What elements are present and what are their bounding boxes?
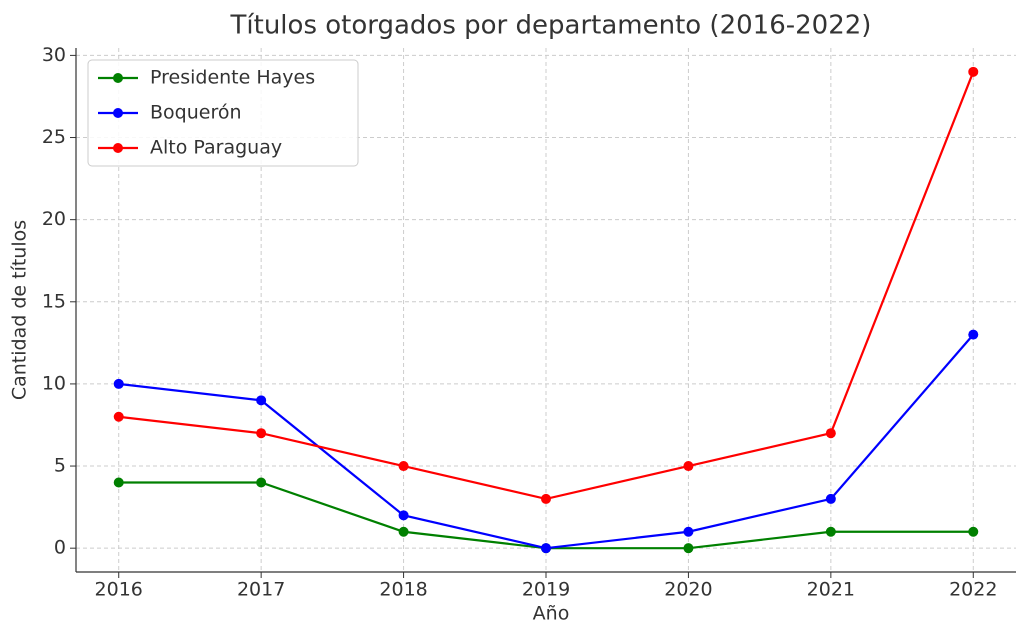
data-point — [398, 510, 409, 521]
data-point — [398, 526, 409, 537]
x-tick-label: 2018 — [379, 579, 427, 601]
y-tick-label: 30 — [42, 44, 66, 66]
data-point — [825, 428, 836, 439]
legend-label: Alto Paraguay — [150, 137, 282, 159]
y-tick-label: 25 — [42, 126, 66, 148]
legend-label: Boquerón — [150, 102, 242, 124]
data-point — [541, 493, 551, 504]
y-tick-label: 15 — [42, 290, 66, 312]
y-tick-label: 10 — [42, 372, 66, 394]
legend-marker — [113, 108, 123, 118]
data-point — [113, 477, 124, 488]
data-point — [968, 66, 979, 77]
x-tick-label: 2017 — [237, 579, 285, 601]
legend-marker — [113, 143, 123, 153]
x-tick-label: 2016 — [95, 579, 143, 601]
data-point — [683, 543, 694, 554]
data-point — [541, 543, 551, 554]
x-tick-label: 2019 — [522, 579, 570, 601]
data-point — [825, 493, 836, 504]
data-point — [256, 477, 267, 488]
data-point — [683, 526, 694, 537]
x-tick-label: 2021 — [807, 579, 855, 601]
y-tick-label: 5 — [54, 455, 66, 477]
x-tick-label: 2020 — [664, 579, 712, 601]
y-axis-label: Cantidad de títulos — [9, 220, 31, 400]
data-point — [968, 526, 979, 537]
x-axis-label: Año — [533, 603, 570, 625]
y-tick-label: 20 — [42, 208, 66, 230]
y-tick-label: 0 — [54, 537, 66, 559]
data-point — [825, 526, 836, 537]
chart-title: Títulos otorgados por departamento (2016… — [230, 11, 872, 41]
data-point — [256, 428, 267, 439]
data-point — [968, 329, 979, 340]
legend-marker — [113, 73, 123, 83]
data-point — [398, 461, 409, 472]
data-point — [256, 395, 267, 406]
legend: Presidente Hayes Boquerón Alto Paraguay — [87, 59, 359, 167]
x-tick-label: 2022 — [949, 579, 997, 601]
data-point — [113, 378, 124, 389]
data-point — [113, 411, 124, 422]
legend-box — [87, 59, 359, 167]
legend-label: Presidente Hayes — [150, 67, 315, 89]
data-point — [683, 461, 694, 472]
